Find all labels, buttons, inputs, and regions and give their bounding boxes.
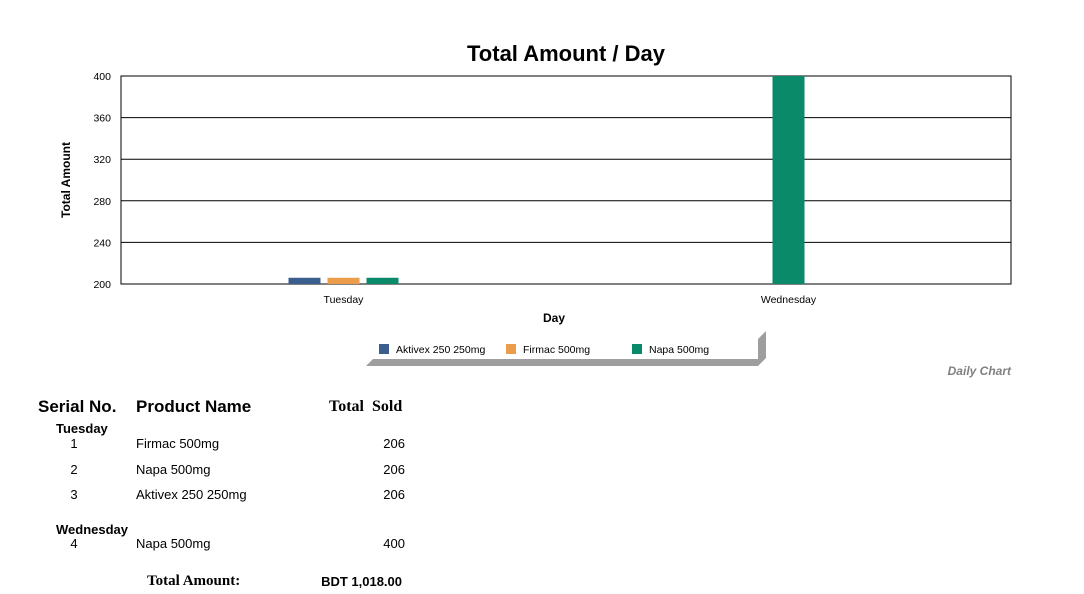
y-tick-label: 200 [93, 279, 111, 291]
table-row: 2 Napa 500mg 206 [0, 462, 420, 480]
legend-entry: Napa 500mg [649, 344, 709, 356]
y-tick-label: 360 [93, 113, 111, 125]
group-label-tuesday: Tuesday [56, 421, 108, 436]
x-tick-label: Wednesday [761, 294, 817, 306]
y-tick-label: 280 [93, 196, 111, 208]
header-total-sold: Total Sold [329, 398, 403, 415]
cell-total: 206 [383, 462, 405, 477]
header-product-name: Product Name [136, 397, 252, 416]
legend-entry: Aktivex 250 250mg [396, 344, 485, 356]
cell-product: Napa 500mg [136, 536, 211, 551]
y-tick-label: 320 [93, 154, 111, 166]
cell-total: 400 [383, 536, 405, 551]
x-axis-label: Day [543, 311, 565, 325]
cell-total: 206 [383, 487, 405, 502]
legend-swatch [506, 344, 516, 354]
chart-caption: Daily Chart [947, 364, 1011, 378]
cell-product: Napa 500mg [136, 462, 211, 477]
cell-serial: 4 [70, 536, 78, 551]
cell-serial: 1 [70, 436, 78, 451]
y-axis-label: Total Amount [59, 142, 73, 218]
legend-swatch [632, 344, 642, 354]
table-row: 3 Aktivex 250 250mg 206 [0, 487, 420, 505]
plot-frame [120, 75, 1012, 285]
daily-chart: Total Amount / Day 200 240 280 320 360 400 Tues… [59, 41, 1012, 366]
group-label-wednesday: Wednesday [56, 522, 129, 537]
header-serial-no: Serial No. [38, 397, 117, 416]
cell-serial: 2 [70, 462, 78, 477]
cell-total: 206 [383, 436, 405, 451]
y-tick-label: 400 [93, 71, 111, 83]
total-amount-value: BDT 1,018.00 [321, 574, 402, 589]
total-amount-label: Total Amount: [147, 573, 241, 589]
cell-product: Firmac 500mg [136, 436, 220, 451]
chart-title: Total Amount / Day [467, 41, 666, 66]
bar [772, 76, 805, 284]
x-tick-label: Tuesday [324, 294, 365, 306]
y-tick-label: 240 [93, 237, 111, 249]
cell-serial: 3 [70, 487, 78, 502]
legend-swatch [379, 344, 389, 354]
legend-box [366, 339, 758, 359]
bar [366, 277, 399, 284]
table-row: 1 Firmac 500mg 206 [0, 436, 420, 454]
table-row: 4 Napa 500mg 400 [0, 536, 420, 554]
bar [288, 277, 321, 284]
cell-product: Aktivex 250 250mg [136, 487, 247, 502]
bar [327, 277, 360, 284]
legend-entry: Firmac 500mg [523, 344, 590, 356]
